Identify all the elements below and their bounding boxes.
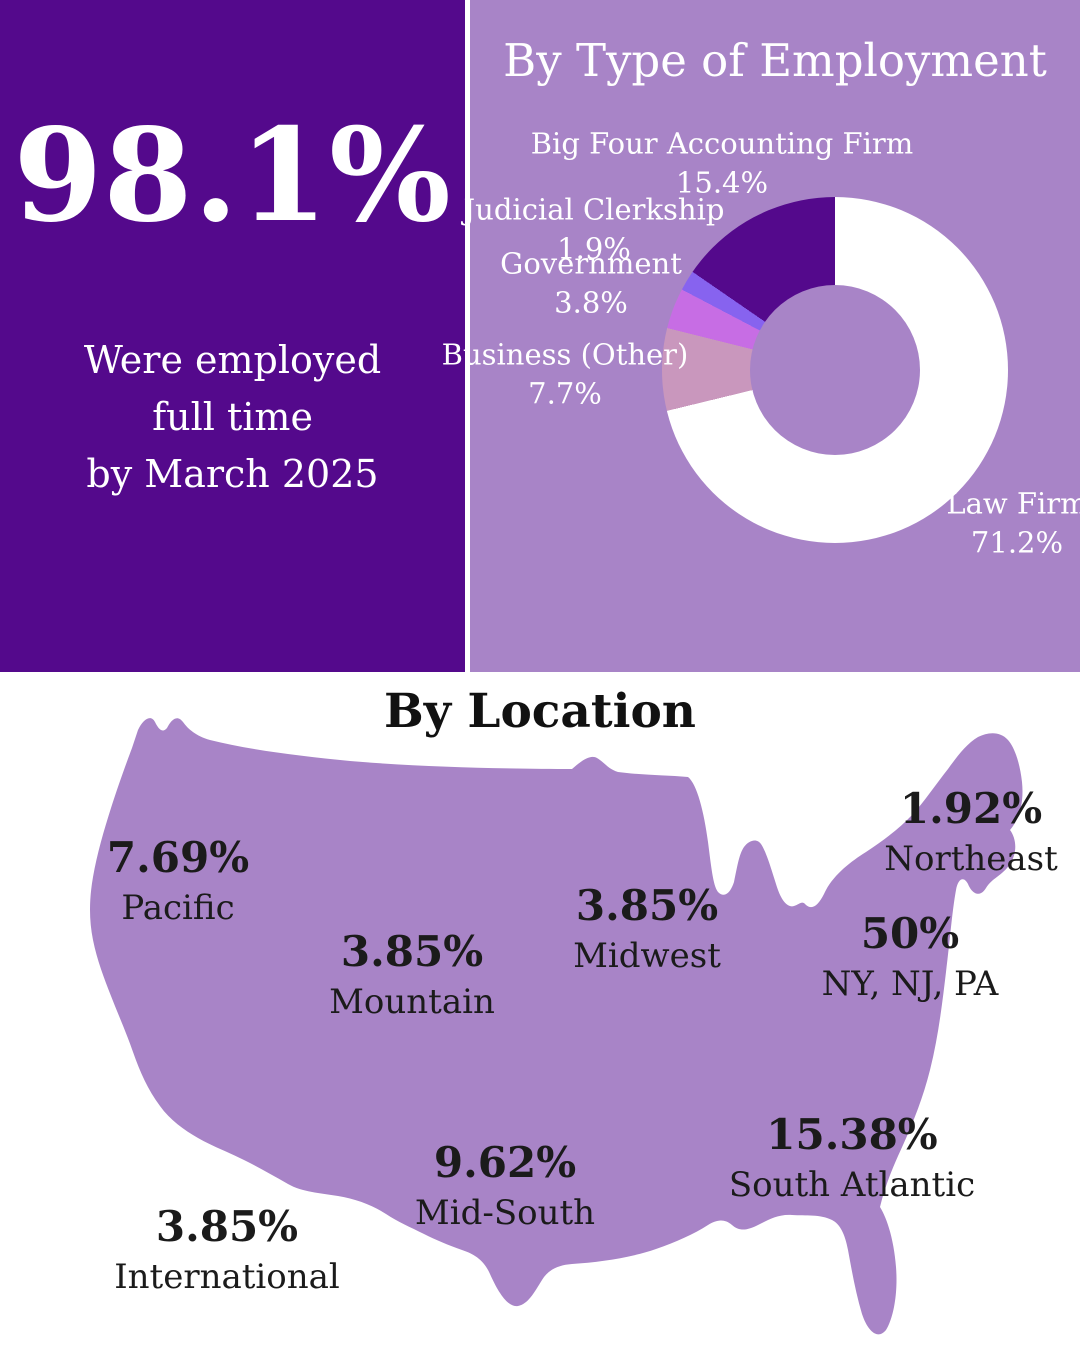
employment-rate-panel: 98.1% Were employed full time by March 2… [0,0,465,672]
segment-label-big-four: Big Four Accounting Firm 15.4% [531,127,914,200]
map-region-international: 3.85% International [114,1202,340,1300]
panel-divider [465,0,470,672]
employment-rate-value: 98.1% [13,101,452,251]
donut-hole [750,285,920,455]
region-pct: 1.92% [899,784,1043,833]
region-name: International [114,1257,340,1297]
region-name: Mountain [329,982,495,1022]
region-name: Midwest [573,936,721,976]
segment-pct: 71.2% [970,525,1064,560]
region-pct: 50% [860,909,960,958]
map-region-mountain: 3.85% Mountain [329,927,495,1025]
segment-name: Government [500,246,682,281]
segment-pct: 7.7% [528,376,602,411]
location-title: By Location [384,684,696,739]
segment-pct: 1.9% [557,231,631,266]
segment-label-government: Government 3.8% [500,247,682,320]
map-region-ny-nj-pa: 50% NY, NJ, PA [822,909,999,1007]
map-region-pacific: 7.69% Pacific [107,833,249,931]
segment-label-law-firm: Law Firm 71.2% [946,487,1080,560]
caption-line-3: by March 2025 [86,451,379,496]
employment-rate-caption: Were employed full time by March 2025 [0,332,465,503]
caption-line-1: Were employed [83,337,382,382]
segment-name: Law Firm [946,486,1080,521]
segment-name: Business (Other) [441,337,689,372]
top-section: 98.1% Were employed full time by March 2… [0,0,1080,672]
region-pct: 3.85% [340,927,484,976]
region-pct: 15.38% [766,1110,938,1159]
segment-pct: 3.8% [554,285,628,320]
region-name: Mid-South [414,1193,596,1233]
employment-donut-chart [662,197,1008,543]
employment-chart-title: By Type of Employment [503,34,1047,87]
segment-pct: 15.4% [675,165,769,200]
region-name: South Atlantic [728,1165,976,1205]
map-region-mid-south: 9.62% Mid-South [415,1138,595,1236]
region-name: Pacific [121,888,235,928]
region-pct: 3.85% [155,1202,299,1251]
map-region-south-atlantic: 15.38% South Atlantic [729,1110,975,1208]
segment-label-judicial-clerkship: Judicial Clerkship 1.9% [464,193,725,266]
segment-name: Judicial Clerkship [463,192,725,227]
region-pct: 3.85% [575,881,719,930]
segment-name: Big Four Accounting Firm [530,126,914,161]
segment-label-business-other: Business (Other) 7.7% [442,338,689,411]
us-map [90,718,1023,1335]
map-region-northeast: 1.92% Northeast [884,784,1058,882]
region-name: NY, NJ, PA [821,964,999,1004]
region-pct: 9.62% [433,1138,577,1187]
location-section: By Location 7.69% Pacific 3.85% Mountain… [0,672,1080,1350]
employment-type-panel: By Type of Employment Big Four Accountin… [442,0,1080,672]
caption-line-2: full time [152,394,313,439]
map-region-midwest: 3.85% Midwest [573,881,721,979]
us-map-shape [90,718,1023,1335]
region-pct: 7.69% [106,833,250,882]
region-name: Northeast [884,839,1058,879]
